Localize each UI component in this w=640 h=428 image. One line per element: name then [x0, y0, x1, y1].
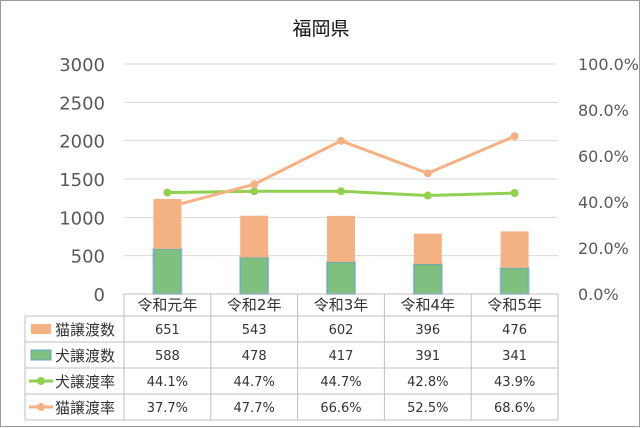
legend-key	[31, 350, 51, 360]
table-cell-value: 588	[155, 349, 180, 364]
y-right-tick-label: 40.0%	[578, 193, 629, 212]
legend-key-edge	[30, 349, 52, 361]
x-category-label: 令和2年	[227, 296, 282, 314]
axes: 0 500 1000 1500 2000 2500 3000 0.0% 20.0% 40.0% 60…	[59, 55, 639, 306]
y-right-tick-label: 0.0%	[578, 285, 619, 304]
chart-title: 福岡県	[292, 18, 349, 40]
data-point	[510, 132, 519, 141]
table-cell-value: 602	[329, 323, 354, 338]
table-cell-value: 341	[502, 349, 527, 364]
legend-key	[31, 324, 51, 334]
legend-name: 犬譲渡率	[55, 373, 115, 391]
data-point	[163, 188, 172, 197]
table-cell-value: 52.5%	[407, 401, 448, 416]
data-point	[423, 191, 432, 200]
bar-segment	[153, 248, 182, 294]
table-cell-value: 44.7%	[320, 375, 361, 390]
bar-segment	[413, 264, 442, 294]
table-cell-value: 43.9%	[494, 375, 535, 390]
y-left-tick-label: 2000	[59, 132, 105, 153]
x-category-label: 令和元年	[137, 296, 197, 314]
table-cell-value: 44.1%	[147, 375, 188, 390]
table-cell-value: 396	[415, 323, 440, 338]
y-left-tick-label: 1500	[59, 170, 105, 191]
gridlines	[124, 63, 558, 257]
x-category-label: 令和3年	[314, 296, 369, 314]
table-cell-value: 68.6%	[494, 401, 535, 416]
y-right-tick-label: 80.0%	[578, 101, 629, 120]
data-point	[337, 136, 345, 145]
y-right-tick-label: 20.0%	[578, 239, 629, 258]
data-point	[510, 189, 519, 198]
data-point	[337, 187, 345, 196]
table-cell-value: 651	[155, 323, 180, 338]
table-cell-value: 478	[242, 349, 267, 364]
table-cell-value: 66.6%	[320, 401, 361, 416]
table-cell-value: 42.8%	[407, 375, 448, 390]
y-left-tick-label: 1000	[59, 208, 105, 229]
bar-segment	[240, 215, 269, 258]
y-left-tick-label: 0	[94, 285, 105, 306]
series-lines	[163, 132, 519, 212]
bar-segment	[240, 257, 269, 294]
table-cell-value: 543	[242, 323, 267, 338]
legend-key-marker	[37, 403, 45, 411]
bar-segment	[327, 215, 355, 263]
legend-name: 猫譲渡数	[55, 321, 115, 339]
legend-name: 猫譲渡率	[55, 399, 115, 417]
bar-segment	[500, 267, 529, 294]
data-point	[163, 203, 172, 212]
bar-segment	[500, 231, 529, 268]
table-cell-value: 47.7%	[234, 401, 275, 416]
series-line	[167, 134, 516, 209]
x-category-label: 令和5年	[487, 296, 542, 314]
bar-segment	[327, 262, 355, 294]
y-left-tick-label: 2500	[59, 93, 105, 114]
y-right-tick-label: 60.0%	[578, 147, 629, 166]
y-left-tick-label: 3000	[59, 55, 105, 76]
bars	[152, 199, 530, 296]
table-cell-value: 44.7%	[234, 375, 275, 390]
data-point	[250, 187, 259, 196]
x-category-label: 令和4年	[401, 296, 456, 314]
data-point	[250, 180, 259, 189]
y-left-tick-label: 500	[71, 247, 105, 268]
table-cell-value: 417	[329, 349, 354, 364]
y-right-tick-label: 100.0%	[578, 55, 639, 74]
table-cell-value: 37.7%	[147, 401, 188, 416]
table-cell-value: 476	[502, 323, 527, 338]
table-cell-value: 391	[415, 349, 440, 364]
data-point	[423, 169, 432, 178]
legend-key-marker	[37, 377, 45, 385]
legend-name: 犬譲渡数	[55, 347, 115, 365]
bar-segment	[413, 233, 442, 265]
